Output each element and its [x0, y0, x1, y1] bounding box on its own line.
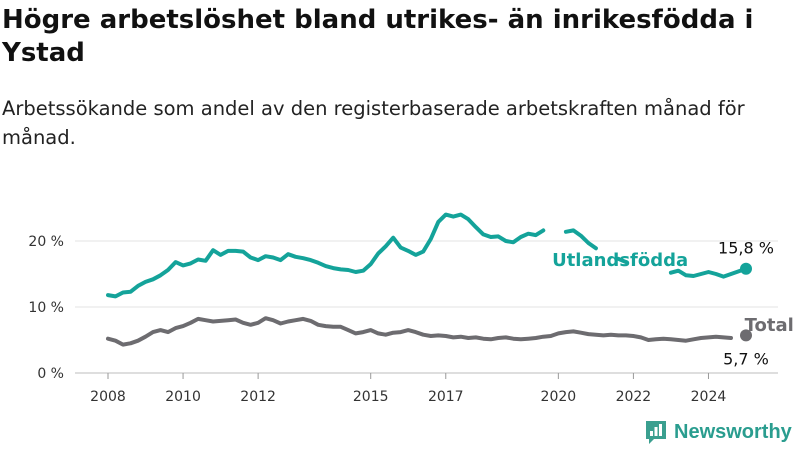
series-end-point: [740, 329, 752, 342]
x-tick-label: 2010: [165, 389, 201, 405]
y-tick-label: 20 %: [28, 234, 64, 250]
series-line: [563, 228, 598, 251]
bar-chart-logo-icon: [646, 421, 666, 444]
x-tick-label: 2020: [541, 389, 577, 405]
series-labels: 15,8 % Utlandsfödda 5,7 % Total arbetslöshe…: [552, 239, 800, 369]
series-end-label: 15,8 %: [718, 239, 774, 258]
series-name-label: Total arbetslöshet: [745, 315, 800, 336]
series-name-label: Utlandsfödda: [552, 250, 688, 271]
x-tick-label: 2012: [240, 389, 276, 405]
y-tick-label: 10 %: [28, 300, 64, 316]
x-tick-label: 2024: [691, 389, 727, 405]
y-axis: 0 % 10 % 20 %: [28, 234, 64, 382]
series-lines: [106, 212, 752, 347]
series-line: [106, 316, 733, 347]
series-line: [106, 212, 546, 299]
chart-title: Högre arbetslöshet bland utrikes- än inr…: [2, 5, 754, 68]
series-end-label: 5,7 %: [723, 349, 769, 368]
brand-name: Newsworthy: [674, 420, 792, 443]
chart-subtitle: Arbetssökande som andel av den registerb…: [2, 97, 745, 149]
series-line: [616, 256, 628, 265]
series-line: [668, 266, 748, 279]
brand-logo: Newsworthy: [644, 419, 792, 445]
x-tick-label: 2015: [353, 389, 389, 405]
x-axis: 2008 2010 2012 2015 2017 2020 2022 2024: [90, 373, 726, 405]
y-tick-label: 0 %: [37, 366, 64, 382]
x-tick-label: 2022: [616, 389, 652, 405]
series-end-point: [740, 262, 752, 275]
x-tick-label: 2008: [90, 389, 126, 405]
x-tick-label: 2017: [428, 389, 464, 405]
gridlines: [75, 240, 778, 374]
